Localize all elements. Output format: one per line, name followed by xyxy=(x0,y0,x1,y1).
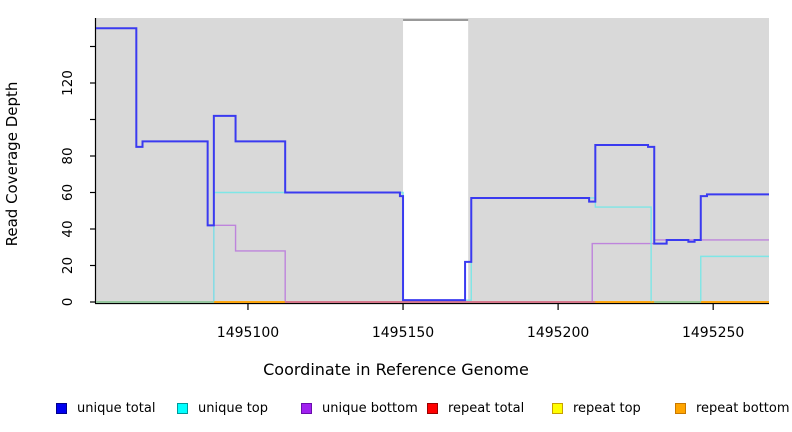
legend-item-repeat-top: repeat top xyxy=(552,398,641,418)
unique-total-swatch-icon xyxy=(56,402,67,414)
series-unique-total xyxy=(96,27,769,302)
legend-label: unique total xyxy=(77,400,156,416)
coverage-plot: 0 20 40 60 80 120 1495100 1495150 1495200 1495250 xyxy=(60,18,769,341)
x-axis-title: Coordinate in Reference Genome xyxy=(263,360,529,379)
legend-label: unique bottom xyxy=(322,400,418,416)
unique-bottom-swatch-icon xyxy=(301,402,312,414)
legend-label: repeat top xyxy=(573,400,641,416)
repeat-top-swatch-icon xyxy=(552,402,563,414)
y-axis-title: Read Coverage Depth xyxy=(3,81,21,247)
y-tick-label: 0 xyxy=(60,298,76,307)
legend-item-unique-bottom: unique bottom xyxy=(301,398,418,418)
legend-label: unique top xyxy=(198,400,269,416)
repeat-bottom-swatch-icon xyxy=(675,402,686,414)
x-tick-label: 1495200 xyxy=(527,325,589,341)
legend-label: repeat total xyxy=(448,400,525,416)
legend-item-repeat-bottom: repeat bottom xyxy=(675,398,790,418)
y-tick-label: 40 xyxy=(60,220,76,237)
y-tick-label: 60 xyxy=(60,184,76,201)
no-data-band xyxy=(403,20,469,303)
x-tick-label: 1495250 xyxy=(682,325,744,341)
y-tick-label: 80 xyxy=(60,147,76,164)
repeat-total-swatch-icon xyxy=(427,402,438,414)
legend-item-unique-top: unique top xyxy=(177,398,268,418)
x-tick-label: 1495150 xyxy=(372,325,434,341)
legend-item-unique-total: unique total xyxy=(56,398,155,418)
unique-top-swatch-icon xyxy=(177,402,188,414)
x-tick-label: 1495100 xyxy=(217,325,279,341)
legend-label: repeat bottom xyxy=(696,400,790,416)
legend-item-repeat-total: repeat total xyxy=(427,398,524,418)
y-tick-label: 20 xyxy=(60,257,76,274)
y-tick-label: 120 xyxy=(60,70,76,96)
